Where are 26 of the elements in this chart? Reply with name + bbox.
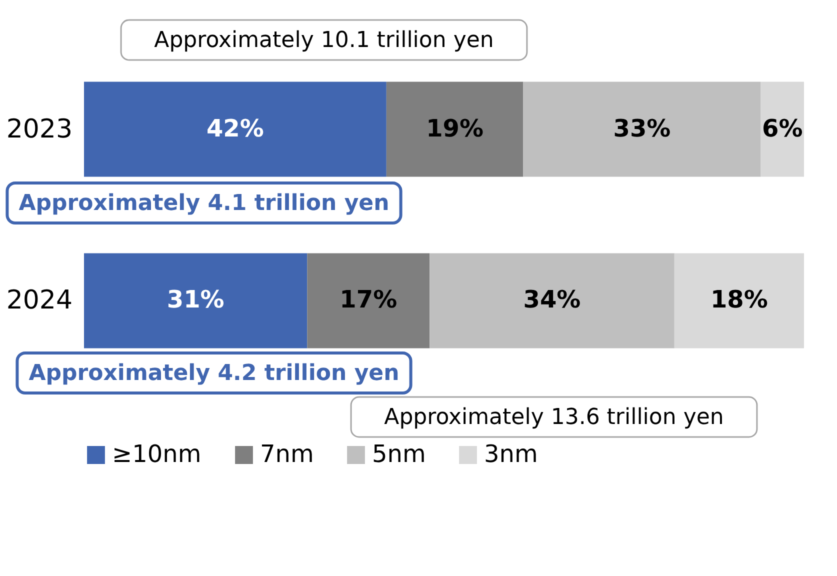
bar [674, 253, 804, 348]
bar [307, 253, 430, 348]
bar [84, 82, 386, 177]
data-label: 31% [166, 286, 224, 314]
annotation: Approximately 4.1 trillion yen [18, 191, 390, 216]
bar [523, 82, 761, 177]
data-label: 19% [426, 114, 484, 142]
data-label: 34% [523, 286, 581, 314]
y-tick-label: 2023 [6, 114, 72, 144]
legend-label: 7nm [260, 440, 314, 468]
bar [386, 82, 524, 177]
bar [84, 253, 308, 348]
legend-label: ≥10nm [112, 440, 202, 468]
legend-label: 5nm [372, 440, 426, 468]
y-tick-label: 2024 [6, 286, 72, 316]
data-label: 18% [710, 286, 768, 314]
bar [430, 253, 674, 348]
annotation: Approximately 10.1 trillion yen [154, 28, 494, 53]
text: Approximately 13.6 trillion yen [384, 405, 724, 430]
data-label: 17% [340, 286, 398, 314]
bar [760, 82, 804, 177]
data-label: 42% [206, 114, 264, 142]
annotation: Approximately 4.2 trillion yen [28, 361, 400, 386]
legend-label: 3nm [484, 440, 538, 468]
data-label: 33% [613, 114, 671, 142]
data-label: 6% [762, 114, 803, 142]
